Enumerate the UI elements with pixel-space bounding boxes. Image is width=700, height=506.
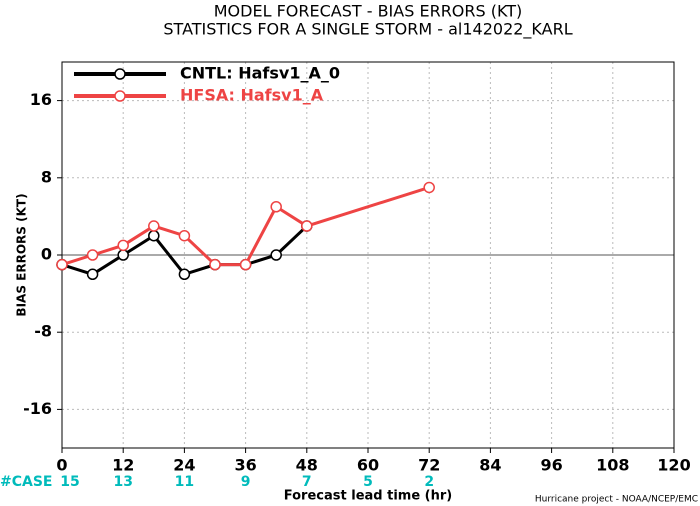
- case-label: #CASE: [0, 474, 53, 490]
- x-tick-label: 72: [418, 456, 440, 475]
- case-count: 5: [363, 474, 373, 490]
- point-marker: [117, 239, 129, 252]
- x-tick-label: 84: [479, 456, 501, 475]
- chart-subtitle: STATISTICS FOR A SINGLE STORM - al142022…: [163, 20, 572, 40]
- point-marker: [178, 268, 191, 281]
- y-tick-label: 0: [41, 245, 52, 264]
- point-marker: [270, 249, 282, 261]
- x-tick-label: 48: [296, 456, 318, 475]
- legend-marker: [114, 90, 126, 102]
- legend-marker: [114, 68, 126, 80]
- chart-title: MODEL FORECAST - BIAS ERRORS (KT): [214, 2, 523, 21]
- point-marker: [117, 249, 129, 261]
- legend-label: HFSA: Hafsv1_A: [180, 86, 324, 105]
- case-count: 2: [424, 474, 434, 490]
- point-marker: [148, 229, 160, 242]
- legend-label: CNTL: Hafsv1_A_0: [180, 64, 340, 83]
- point-marker: [301, 220, 313, 232]
- y-tick-label: 8: [41, 167, 52, 186]
- case-count: 7: [302, 474, 312, 490]
- series-line: [61, 186, 430, 267]
- x-axis-label: Forecast lead time (hr): [284, 489, 452, 504]
- x-tick-label: 0: [56, 456, 67, 475]
- x-tick-label: 108: [596, 456, 629, 475]
- point-marker: [148, 220, 160, 232]
- x-tick-label: 24: [173, 456, 195, 475]
- case-count: 13: [113, 474, 132, 490]
- footer: Hurricane project - NOAA/NCEP/EMC: [535, 495, 698, 505]
- y-tick-label: -16: [23, 399, 52, 418]
- case-count: 9: [241, 474, 251, 490]
- x-tick-label: 36: [234, 456, 256, 475]
- point-marker: [209, 258, 221, 271]
- point-marker: [86, 268, 99, 281]
- point-marker: [178, 229, 191, 242]
- y-axis-label: BIAS ERRORS (KT): [15, 193, 29, 316]
- point-marker: [423, 181, 435, 194]
- y-tick-label: -8: [34, 322, 52, 341]
- point-marker: [239, 258, 252, 271]
- x-tick-label: 60: [357, 456, 379, 475]
- y-tick-label: 16: [30, 90, 52, 109]
- x-tick-label: 12: [112, 456, 134, 475]
- point-marker: [270, 201, 282, 213]
- x-tick-label: 96: [540, 456, 562, 475]
- point-marker: [86, 249, 99, 261]
- plot-frame: [61, 61, 675, 449]
- point-marker: [56, 258, 68, 271]
- case-count: 11: [175, 474, 194, 490]
- case-count: 15: [60, 474, 79, 490]
- x-tick-label: 120: [657, 456, 690, 475]
